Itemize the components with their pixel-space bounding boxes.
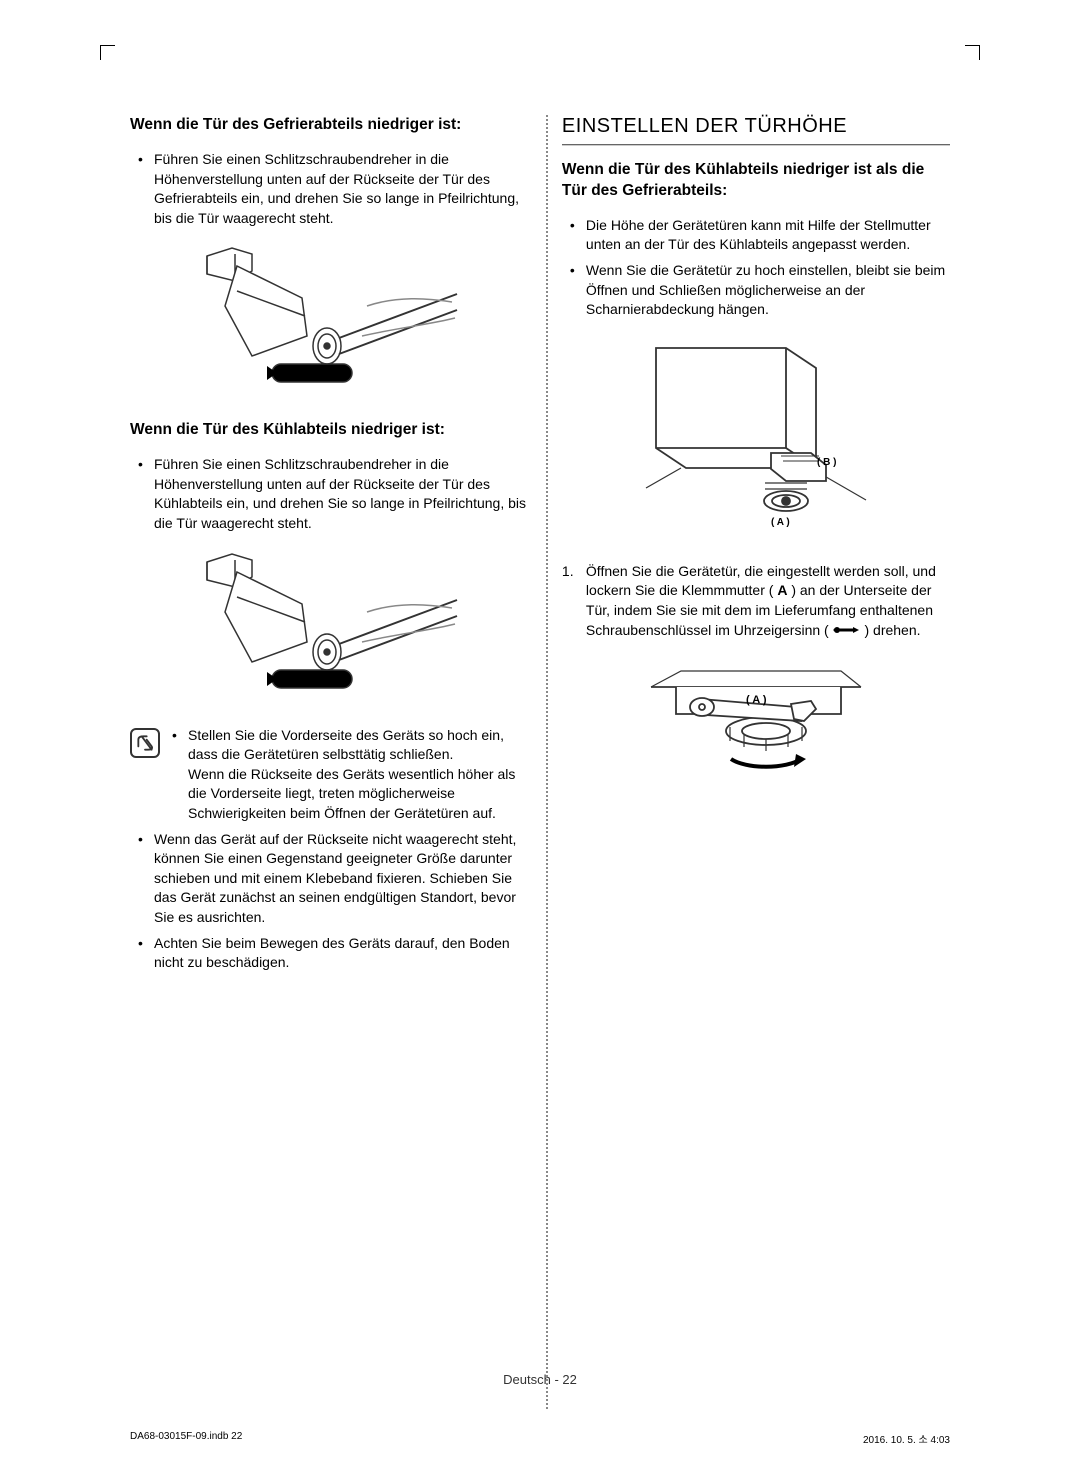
list-item: Wenn Sie die Gerätetür zu hoch einstelle… xyxy=(562,261,950,320)
list-item: Öffnen Sie die Gerätetür, die eingestell… xyxy=(562,562,950,641)
bullet-list: Führen Sie einen Schlitzschraubendreher … xyxy=(130,455,534,533)
section-title: EINSTELLEN DER TÜRHÖHE xyxy=(562,115,950,138)
page-number: Deutsch - 22 xyxy=(0,1372,1080,1387)
print-date: 2016. 10. 5. 소 4:03 xyxy=(863,1431,950,1446)
list-item: Führen Sie einen Schlitzschraubendreher … xyxy=(130,455,534,533)
crop-mark xyxy=(965,45,980,60)
print-footer: DA68-03015F-09.indb 22 2016. 10. 5. 소 4… xyxy=(130,1431,950,1446)
bullet-list: Wenn das Gerät auf der Rückseite nicht w… xyxy=(130,830,534,973)
text: Stellen Sie die Vorderseite des Geräts s… xyxy=(188,727,504,763)
list-item: Stellen Sie die Vorderseite des Geräts s… xyxy=(172,726,534,824)
svg-text:( A ): ( A ) xyxy=(771,517,790,528)
text: ) drehen. xyxy=(861,622,921,638)
subheading: Wenn die Tür des Kühlabteils niedriger i… xyxy=(130,420,534,441)
list-item: Die Höhe der Gerätetüren kann mit Hilfe … xyxy=(562,216,950,255)
label-a: A xyxy=(777,582,787,598)
bullet-list: Die Höhe der Gerätetüren kann mit Hilfe … xyxy=(562,216,950,320)
note-text: Stellen Sie die Vorderseite des Geräts s… xyxy=(172,726,534,828)
page: Wenn die Tür des Gefrierabteils niedrige… xyxy=(0,0,1080,1472)
left-column: Wenn die Tür des Gefrierabteils niedrige… xyxy=(130,115,534,979)
note-icon xyxy=(130,728,160,758)
text: Wenn die Rückseite des Geräts wesentlich… xyxy=(188,766,515,821)
figure-wrench: ( A ) xyxy=(562,659,950,789)
crop-mark xyxy=(100,45,115,60)
numbered-list: Öffnen Sie die Gerätetür, die eingestell… xyxy=(562,562,950,641)
list-item: Wenn das Gerät auf der Rückseite nicht w… xyxy=(130,830,534,928)
subheading: Wenn die Tür des Gefrierabteils niedrige… xyxy=(130,115,534,136)
figure-door-nut: ( B ) ( A ) xyxy=(562,338,950,538)
divider-line xyxy=(562,144,950,146)
note-block: Stellen Sie die Vorderseite des Geräts s… xyxy=(130,726,534,828)
print-file: DA68-03015F-09.indb 22 xyxy=(130,1431,242,1446)
subheading: Wenn die Tür des Kühlabteils niedriger i… xyxy=(562,160,950,202)
bullet-list: Führen Sie einen Schlitzschraubendreher … xyxy=(130,150,534,228)
figure-screwdriver-1 xyxy=(130,246,534,396)
wrench-icon xyxy=(833,621,861,641)
list-item: Führen Sie einen Schlitzschraubendreher … xyxy=(130,150,534,228)
figure-screwdriver-2 xyxy=(130,552,534,702)
svg-text:( B ): ( B ) xyxy=(817,457,836,468)
svg-text:( A ): ( A ) xyxy=(746,694,767,706)
list-item: Achten Sie beim Bewegen des Geräts darau… xyxy=(130,934,534,973)
right-column: EINSTELLEN DER TÜRHÖHE Wenn die Tür des … xyxy=(562,115,950,979)
content: Wenn die Tür des Gefrierabteils niedrige… xyxy=(130,115,950,979)
